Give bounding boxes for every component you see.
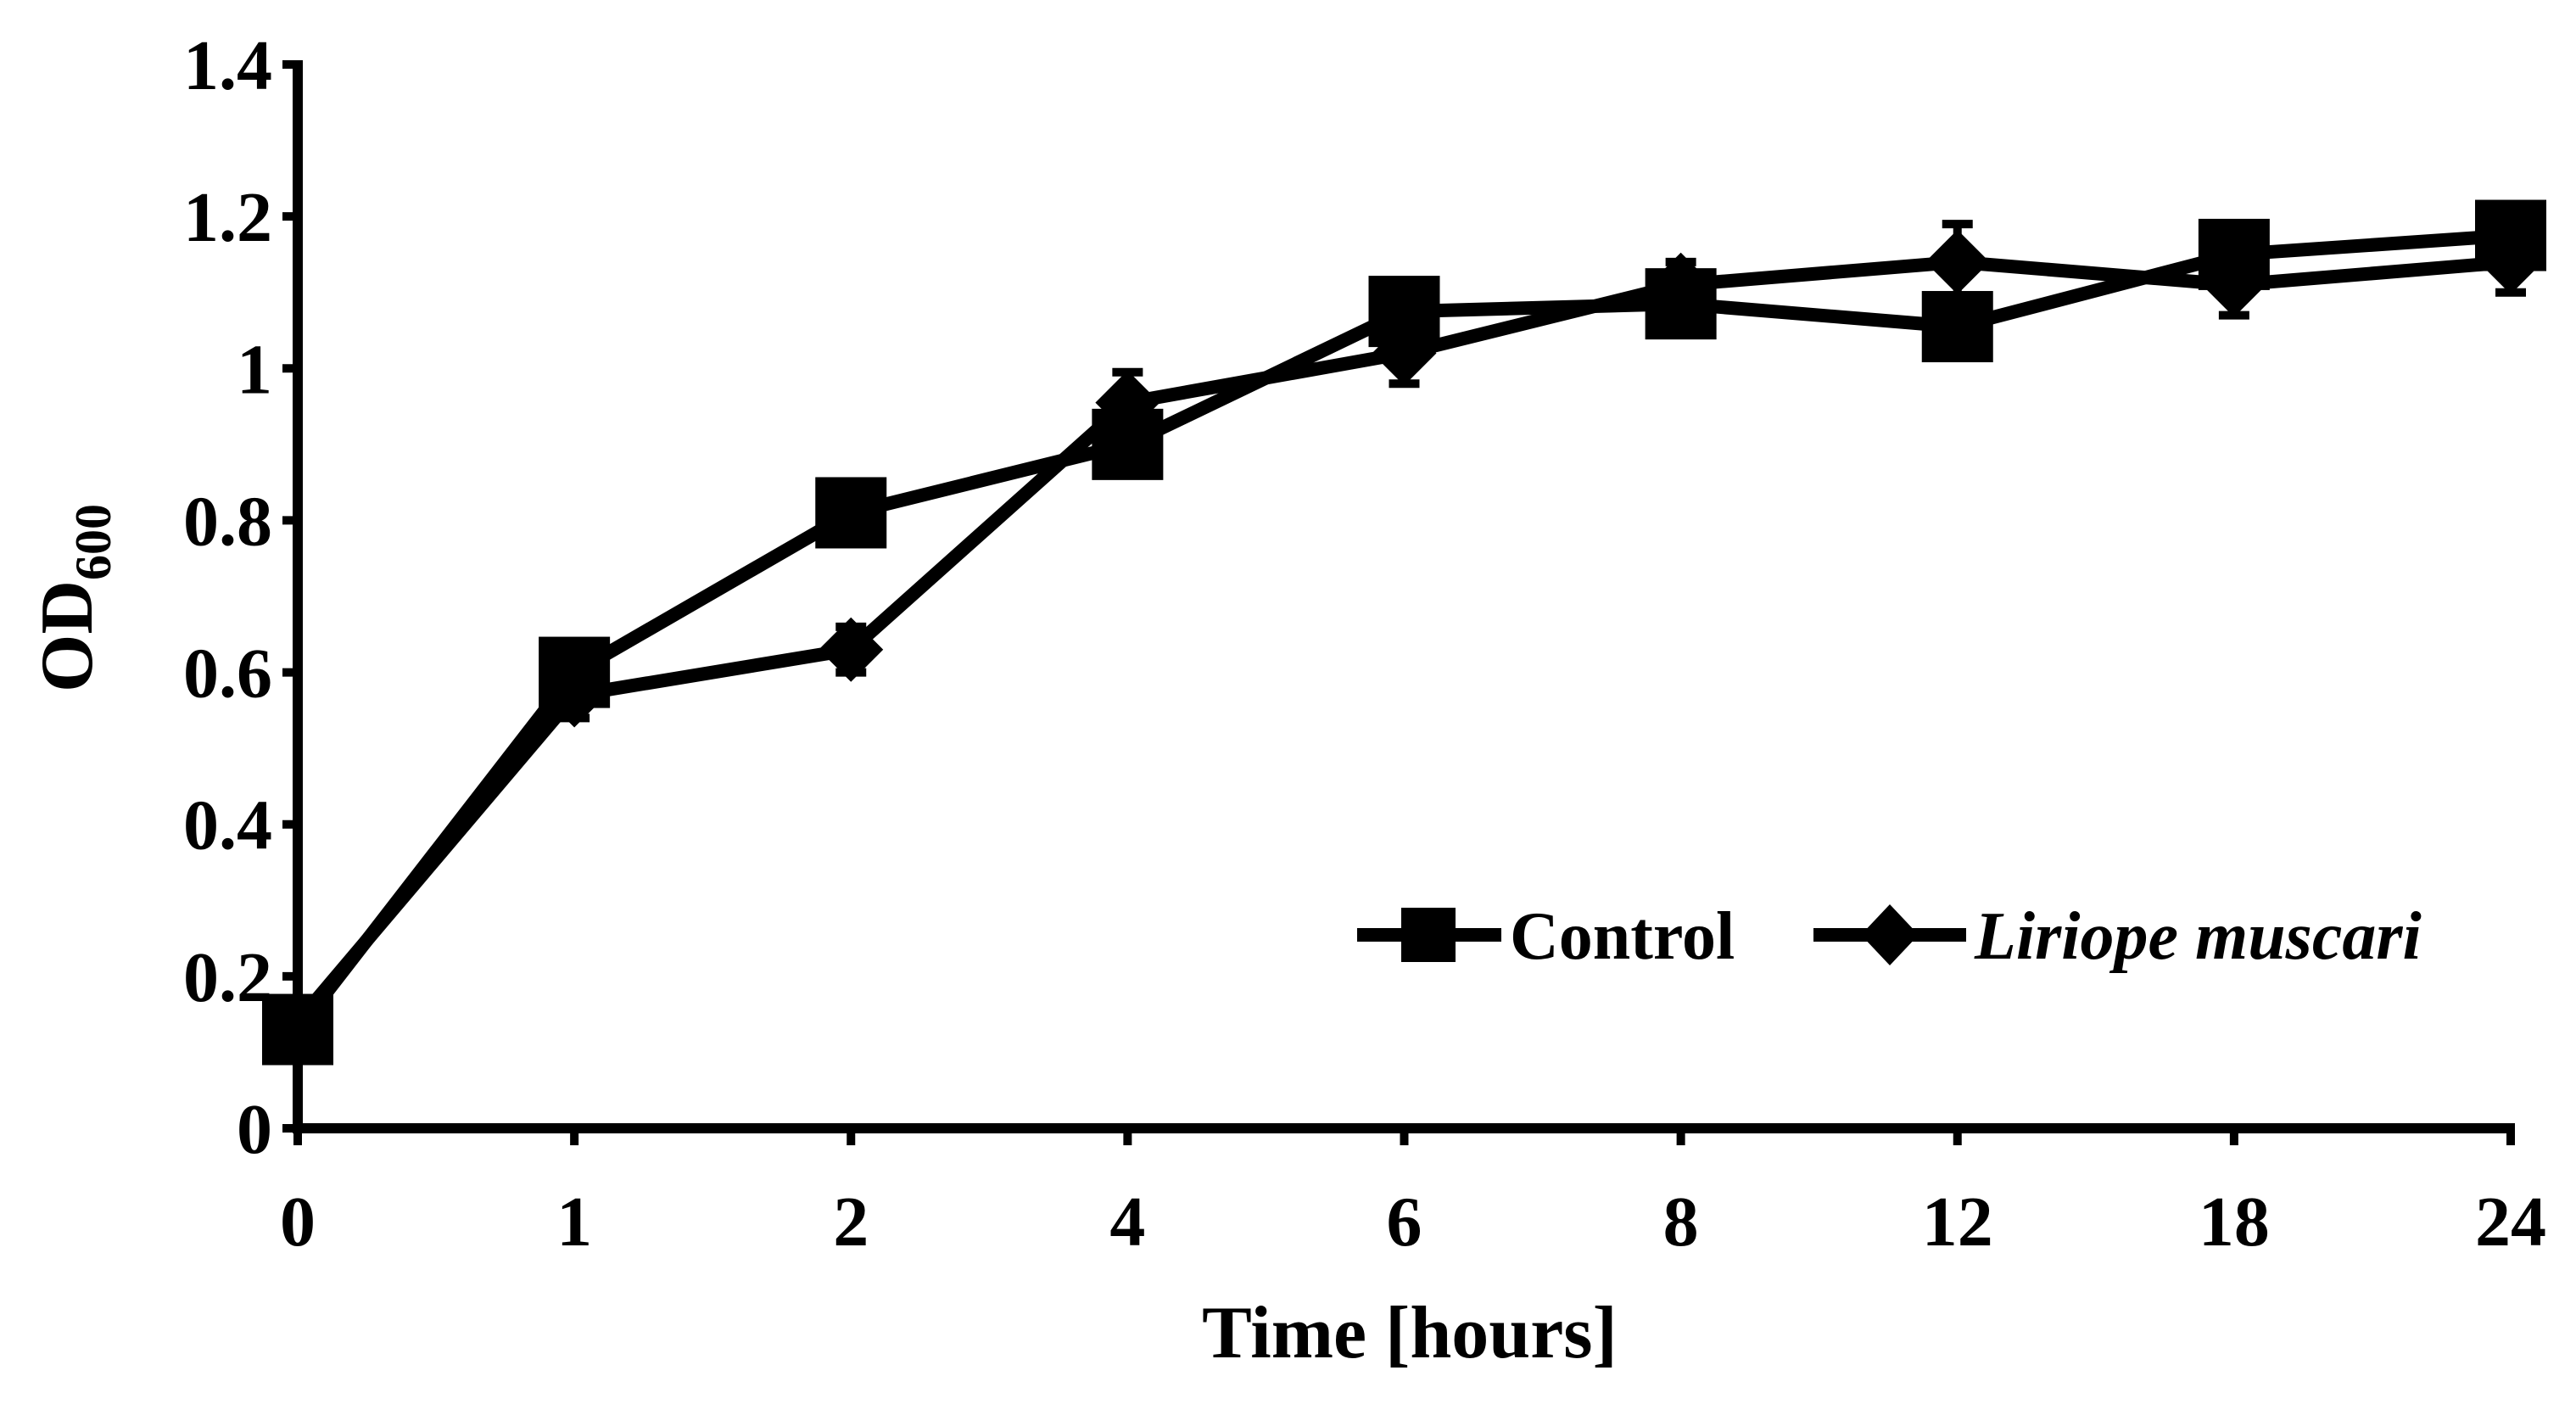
data-point-diamond bbox=[1095, 370, 1160, 435]
y-tick-label: 0.4 bbox=[183, 786, 272, 865]
series-layer bbox=[262, 199, 2546, 1066]
y-tick-label: 1 bbox=[237, 330, 272, 409]
data-point-diamond bbox=[819, 617, 884, 682]
y-ticks: 0 0.2 0.4 0.6 0.8 1 1.2 1.4 bbox=[183, 26, 303, 1169]
x-tick-label: 18 bbox=[2199, 1183, 2270, 1261]
legend-label-liriope: Liriope muscari bbox=[1974, 899, 2422, 974]
x-ticks: 0 1 2 4 6 8 12 18 24 bbox=[280, 1123, 2546, 1261]
y-axis-title: OD600 bbox=[26, 504, 121, 692]
legend-item-liriope: Liriope muscari bbox=[1813, 899, 2422, 974]
legend-label-control: Control bbox=[1510, 899, 1735, 974]
x-tick-label: 2 bbox=[833, 1183, 869, 1261]
legend-marker-square bbox=[1401, 908, 1456, 962]
series-liriope bbox=[265, 220, 2543, 1054]
y-tick-label: 0.2 bbox=[183, 938, 272, 1017]
y-tick-label: 0.8 bbox=[183, 482, 272, 561]
legend-marker-diamond bbox=[1861, 904, 1919, 965]
legend-item-control: Control bbox=[1357, 899, 1735, 974]
x-tick-label: 1 bbox=[556, 1183, 592, 1261]
x-axis-title: Time [hours] bbox=[1202, 1292, 1618, 1374]
data-point-square bbox=[815, 477, 887, 549]
y-axis-title-main: OD bbox=[26, 580, 109, 692]
x-tick-label: 24 bbox=[2475, 1183, 2546, 1261]
data-point-diamond bbox=[542, 663, 607, 728]
x-tick-label: 4 bbox=[1109, 1183, 1145, 1261]
y-tick-label: 0 bbox=[237, 1090, 272, 1169]
data-point-diamond bbox=[1372, 321, 1437, 386]
x-tick-label: 6 bbox=[1387, 1183, 1422, 1261]
data-point-diamond bbox=[2201, 252, 2266, 317]
y-tick-label: 1.2 bbox=[183, 178, 272, 257]
data-point-diamond bbox=[265, 989, 330, 1054]
data-point-diamond bbox=[1648, 252, 1713, 317]
data-point-diamond bbox=[1925, 229, 1990, 294]
y-tick-label: 0.6 bbox=[183, 635, 272, 713]
x-tick-label: 12 bbox=[1922, 1183, 1993, 1261]
x-tick-label: 0 bbox=[280, 1183, 316, 1261]
y-tick-label: 1.4 bbox=[183, 26, 272, 105]
legend: Control Liriope muscari bbox=[1357, 899, 2422, 974]
data-point-diamond bbox=[2478, 229, 2543, 294]
x-tick-label: 8 bbox=[1663, 1183, 1699, 1261]
y-axis-title-subscript: 600 bbox=[65, 504, 121, 580]
